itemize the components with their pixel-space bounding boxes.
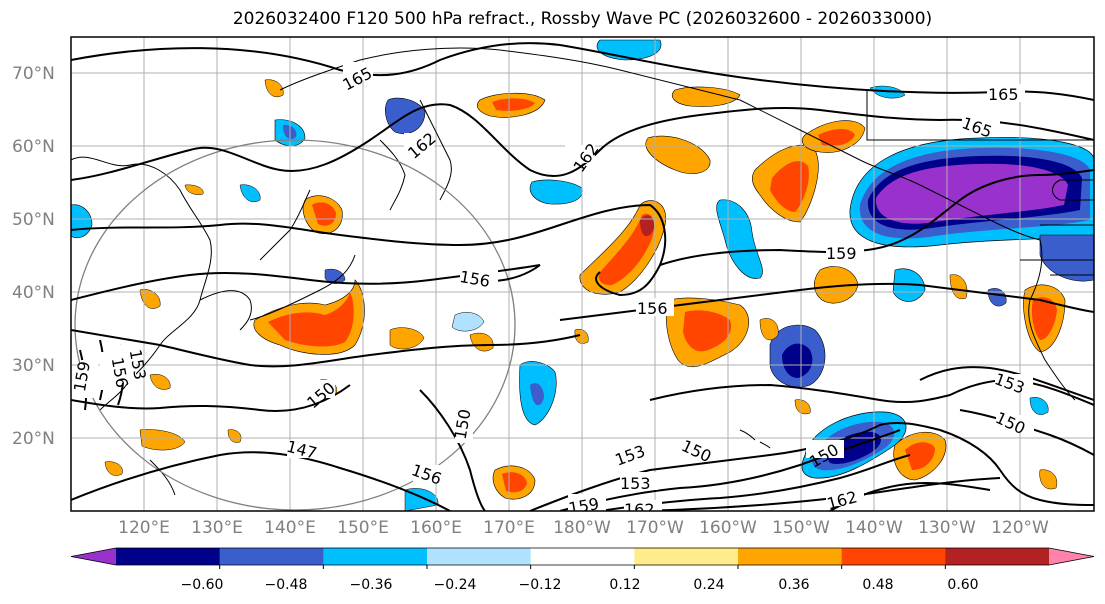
positive-anomaly-patches	[104, 79, 1066, 500]
colorbar-swatch	[530, 548, 635, 565]
map-frame	[70, 36, 1095, 512]
longitude-tick-label: 120°E	[118, 518, 170, 538]
colorbar-tick-label: −0.24	[434, 577, 477, 593]
colorbar-tick-label: −0.12	[519, 577, 562, 593]
colorbar-extend-low	[71, 548, 116, 565]
colorbar-swatch	[841, 548, 946, 565]
latitude-tick-label: 30°N	[12, 356, 55, 376]
contour-label: 165	[988, 85, 1019, 104]
colorbar-swatch	[634, 548, 739, 565]
colorbar-swatch	[738, 548, 843, 565]
colorbar-swatch	[219, 548, 324, 565]
contour-label: 159	[567, 494, 600, 518]
longitude-tick-label: 140°E	[264, 518, 316, 538]
colorbar-tick-label: 0.36	[778, 577, 809, 593]
latitude-tick-label: 40°N	[12, 283, 55, 303]
longitude-axis: 120°E 130°E 140°E 150°E 160°E 170°E 180°…	[118, 518, 1049, 538]
colorbar-tick-label: 0.60	[947, 577, 978, 593]
longitude-tick-label: 170°W	[626, 518, 684, 538]
colorbar-extend-high	[1049, 548, 1094, 565]
longitude-tick-label: 130°W	[918, 518, 976, 538]
colorbar-tick-label: 0.12	[609, 577, 640, 593]
latitude-tick-label: 70°N	[12, 64, 55, 84]
map-title: 2026032400 F120 500 hPa refract., Rossby…	[232, 9, 933, 29]
colorbar-swatch	[427, 548, 532, 565]
colorbar: −0.60 −0.48 −0.36 −0.24 −0.12 0.12 0.24 …	[70, 547, 1095, 593]
longitude-tick-label: 180°W	[553, 518, 611, 538]
gridlines	[71, 37, 1094, 511]
contour-label: 159	[70, 360, 94, 393]
latitude-axis: 70°N 60°N 50°N 40°N 30°N 20°N	[12, 64, 55, 449]
colorbar-swatch	[116, 548, 221, 565]
longitude-tick-label: 150°W	[772, 518, 830, 538]
map-plot-area: 165 162 162 165 165 159 156 156 153 156 …	[70, 37, 1094, 519]
colorbar-ticks: −0.60 −0.48 −0.36 −0.24 −0.12 0.12 0.24 …	[181, 577, 979, 593]
longitude-tick-label: 160°W	[699, 518, 757, 538]
contour-label: 156	[637, 299, 668, 318]
longitude-tick-label: 170°E	[483, 518, 535, 538]
colorbar-swatch	[945, 548, 1050, 565]
contour-label: 162	[825, 487, 859, 513]
colorbar-tick-label: −0.60	[181, 577, 224, 593]
colorbar-tick-label: 0.24	[693, 577, 724, 593]
colorbar-tick-label: −0.36	[350, 577, 393, 593]
longitude-tick-label: 150°E	[337, 518, 389, 538]
contour-label: 162	[624, 500, 655, 519]
latitude-tick-label: 60°N	[12, 137, 55, 157]
great-circle-radius	[74, 139, 516, 511]
longitude-tick-label: 120°W	[991, 518, 1049, 538]
colorbar-outline	[70, 547, 1095, 566]
latitude-tick-label: 20°N	[12, 429, 55, 449]
colorbar-swatch	[323, 548, 428, 565]
colorbar-swatches	[70, 547, 1095, 569]
contour-label: 153	[620, 474, 651, 493]
longitude-tick-label: 130°E	[191, 518, 243, 538]
contour-label: 159	[826, 244, 857, 263]
longitude-tick-label: 140°W	[845, 518, 903, 538]
longitude-tick-label: 160°E	[410, 518, 462, 538]
colorbar-tick-label: −0.48	[265, 577, 308, 593]
coastlines	[71, 47, 1094, 496]
latitude-tick-label: 50°N	[12, 210, 55, 230]
colorbar-tick-label: 0.48	[862, 577, 893, 593]
contour-label-group: 165 162 162 165 165 159 156 156 153 156 …	[70, 62, 1034, 519]
